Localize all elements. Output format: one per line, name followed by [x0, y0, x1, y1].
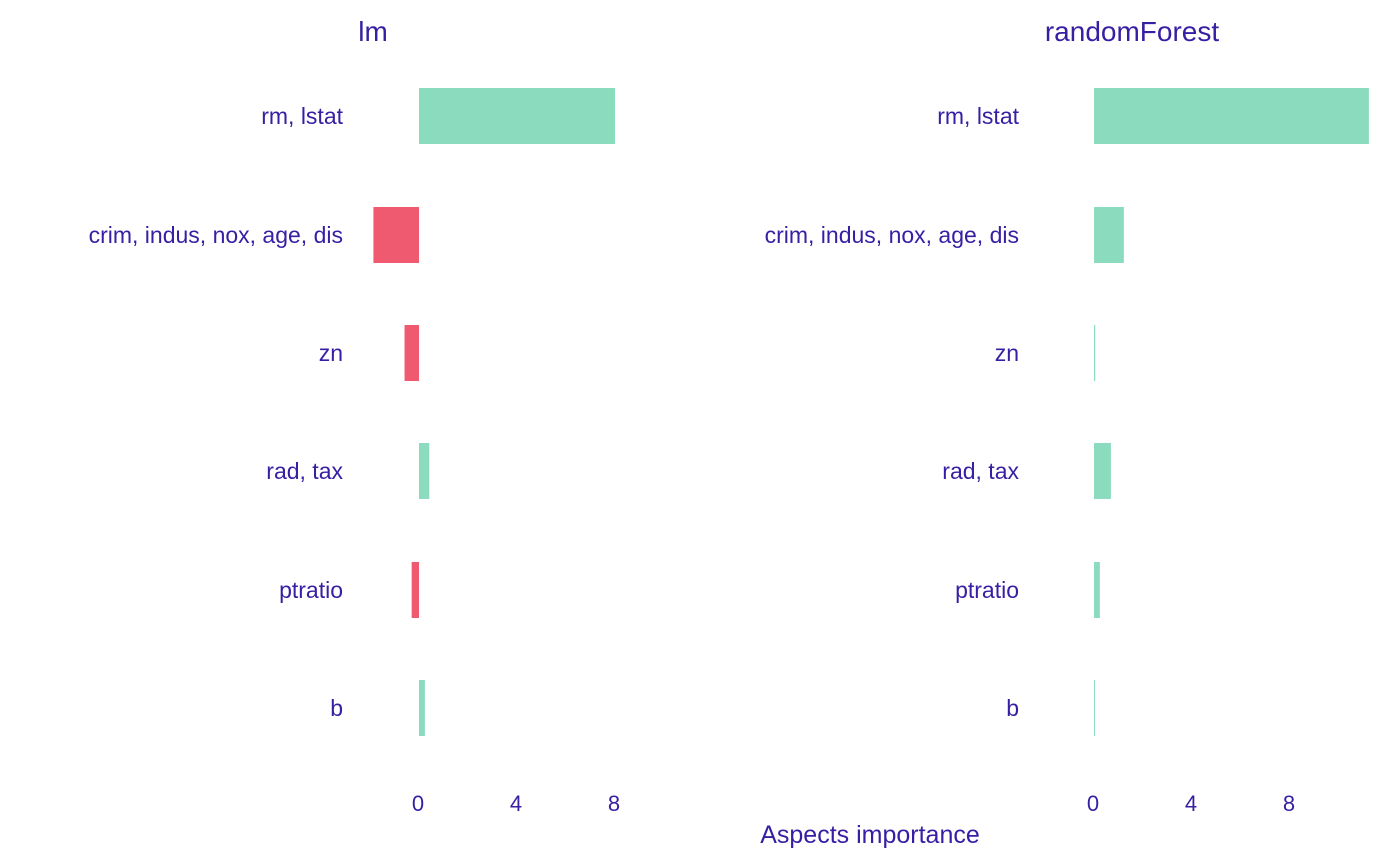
category-label: rad, tax — [942, 458, 1019, 484]
category-label: zn — [319, 340, 343, 366]
bar — [1094, 680, 1095, 736]
category-label: rm, lstat — [261, 103, 343, 129]
bar — [1094, 207, 1124, 263]
bar — [1094, 325, 1096, 381]
category-label: ptratio — [955, 577, 1019, 603]
bar — [419, 443, 430, 499]
x-tick-label: 4 — [1185, 791, 1197, 816]
category-label: b — [1006, 695, 1019, 721]
bar — [411, 562, 419, 618]
bar — [419, 88, 615, 144]
bar — [1094, 88, 1369, 144]
x-tick-label: 0 — [412, 791, 424, 816]
category-label: crim, indus, nox, age, dis — [89, 222, 343, 248]
x-tick-label: 8 — [1283, 791, 1295, 816]
category-label: crim, indus, nox, age, dis — [765, 222, 1019, 248]
category-label: rad, tax — [266, 458, 343, 484]
category-label: rm, lstat — [937, 103, 1019, 129]
bar — [1094, 443, 1111, 499]
x-tick-label: 4 — [510, 791, 522, 816]
bar — [373, 207, 419, 263]
category-label: b — [330, 695, 343, 721]
x-tick-label: 8 — [608, 791, 620, 816]
category-label: zn — [995, 340, 1019, 366]
panel-title: randomForest — [1045, 16, 1220, 47]
x-tick-label: 0 — [1087, 791, 1099, 816]
x-axis-label: Aspects importance — [760, 821, 980, 849]
bar — [404, 325, 419, 381]
category-label: ptratio — [279, 577, 343, 603]
bar — [1094, 562, 1100, 618]
bar — [419, 680, 425, 736]
panel-title: lm — [358, 16, 388, 47]
